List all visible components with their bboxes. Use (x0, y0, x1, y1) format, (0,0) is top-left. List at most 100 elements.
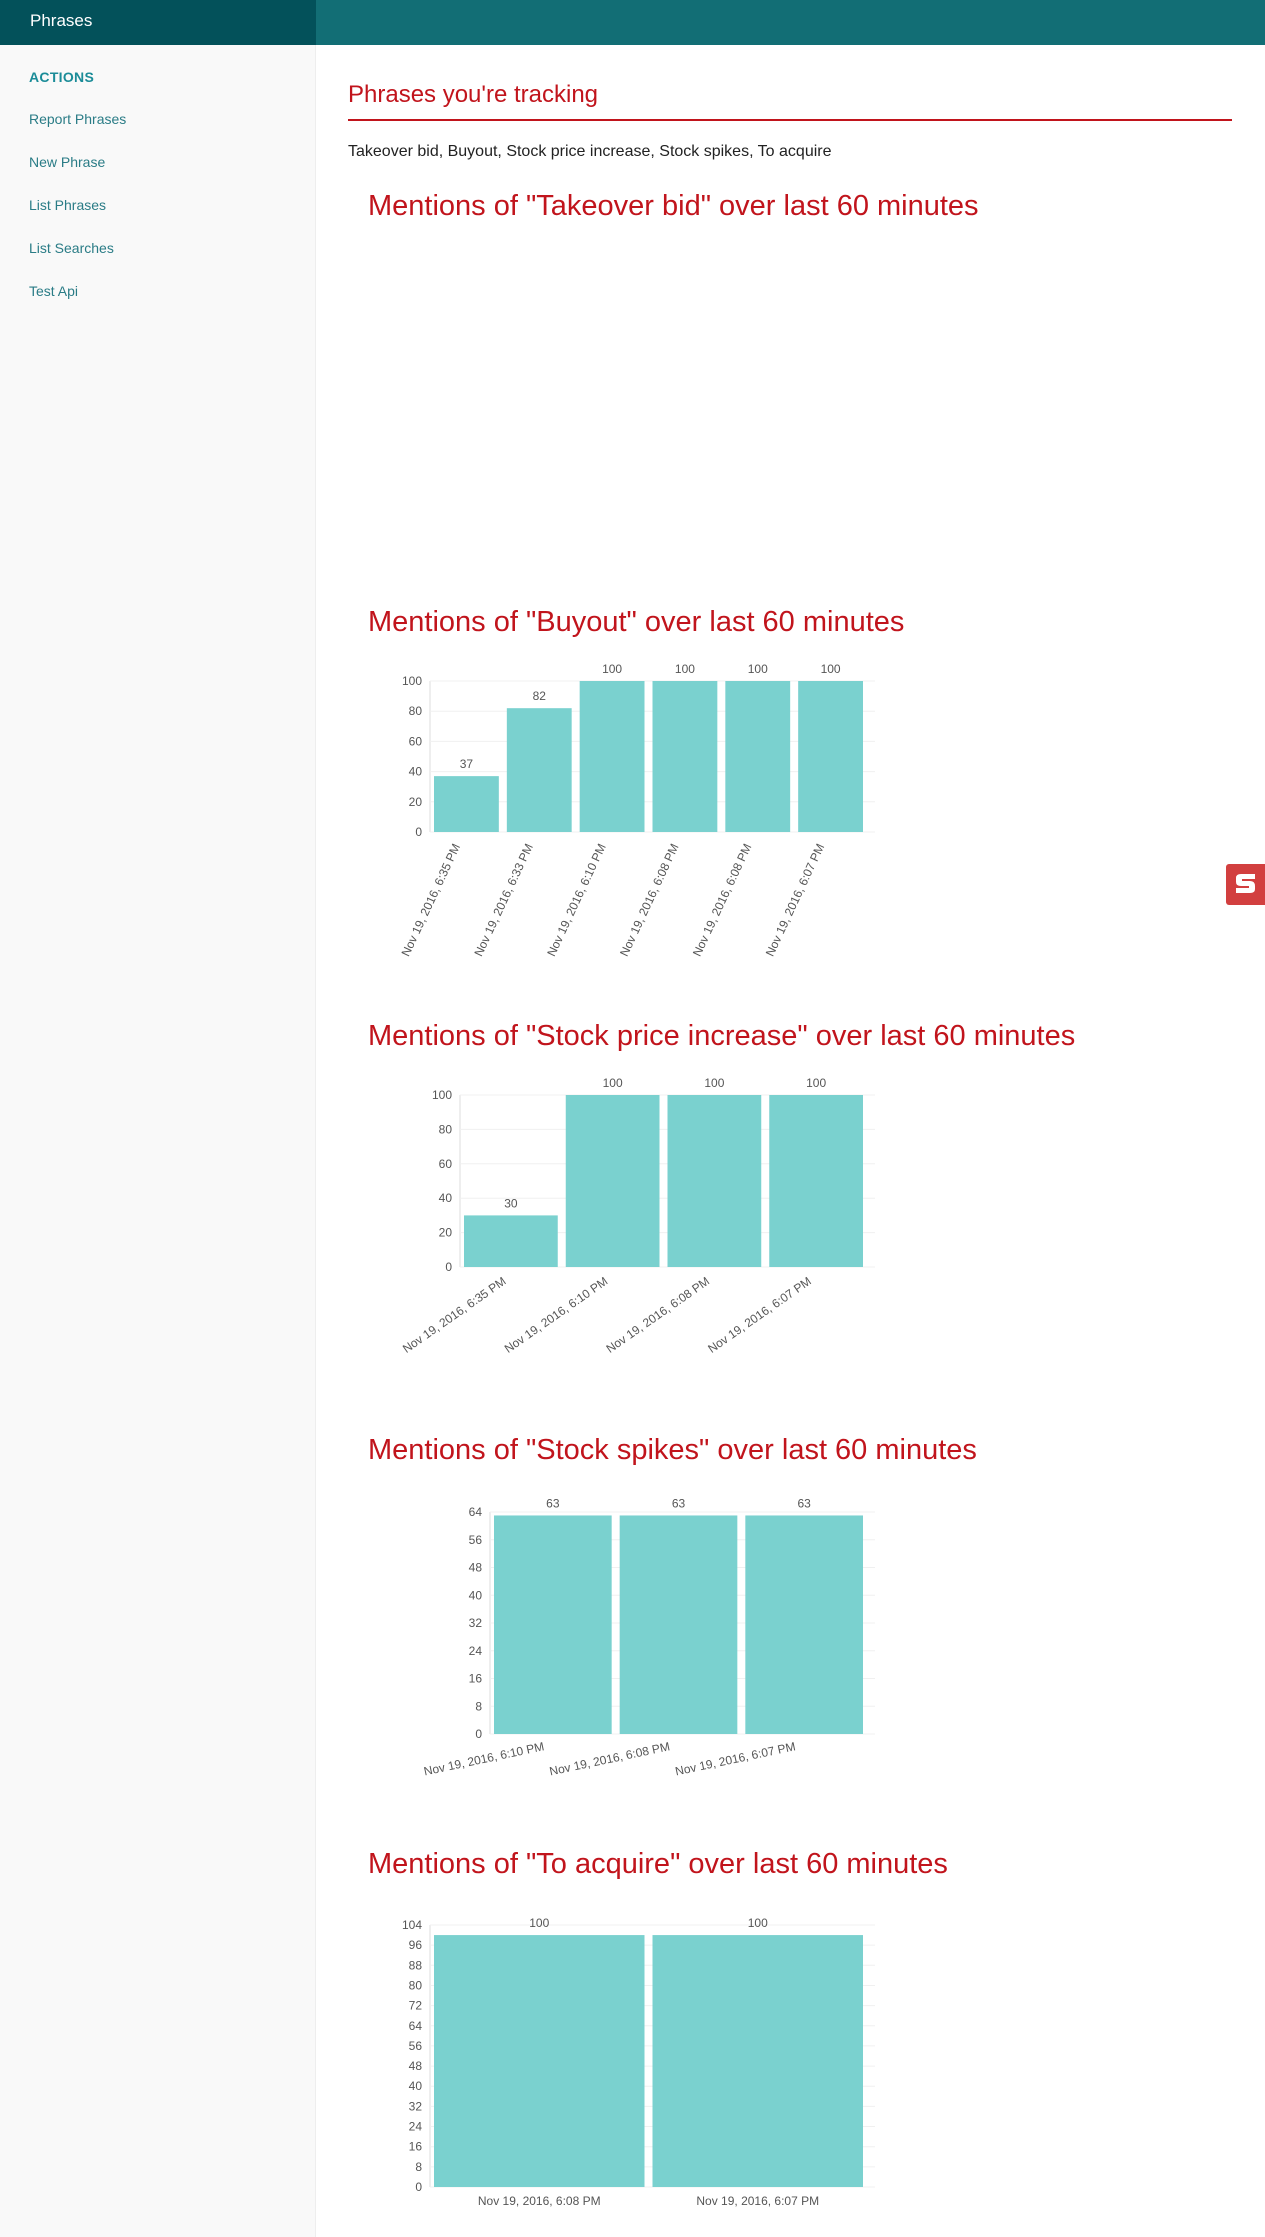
y-tick-label: 0 (445, 1260, 452, 1274)
bar-value-label: 100 (821, 662, 841, 676)
bar-value-label: 100 (603, 1076, 623, 1090)
bar (619, 1515, 738, 1734)
y-tick-label: 32 (409, 2099, 423, 2113)
main-content: Phrases you're tracking Takeover bid, Bu… (316, 45, 1265, 2237)
y-tick-label: 48 (469, 1561, 483, 1575)
bar-value-label: 100 (602, 662, 622, 676)
bar-value-label: 100 (529, 1916, 549, 1930)
x-tick-label: Nov 19, 2016, 6:07 PM (763, 841, 828, 958)
y-tick-label: 24 (469, 1644, 483, 1658)
bar (725, 681, 791, 832)
y-tick-label: 60 (439, 1157, 453, 1171)
x-tick-label: Nov 19, 2016, 6:10 PM (502, 1274, 611, 1356)
x-tick-label: Nov 19, 2016, 6:08 PM (548, 1739, 671, 1778)
y-tick-label: 0 (475, 1727, 482, 1741)
bar (506, 708, 572, 832)
x-tick-label: Nov 19, 2016, 6:08 PM (617, 841, 682, 958)
bar-value-label: 30 (504, 1196, 518, 1210)
chart-title: Mentions of "Takeover bid" over last 60 … (368, 190, 979, 222)
y-tick-label: 20 (409, 795, 423, 809)
chart-title: Mentions of "Buyout" over last 60 minute… (368, 606, 905, 638)
bar (769, 1095, 863, 1267)
y-tick-label: 96 (409, 1938, 423, 1952)
x-tick-label: Nov 19, 2016, 6:07 PM (674, 1739, 797, 1778)
x-tick-label: Nov 19, 2016, 6:33 PM (471, 841, 536, 958)
bar-value-label: 37 (460, 757, 474, 771)
bar (434, 776, 499, 832)
y-tick-label: 100 (432, 1088, 452, 1102)
sidebar: ACTIONS Report Phrases New Phrase List P… (0, 45, 316, 2237)
sidebar-item-list-phrases[interactable]: List Phrases (29, 197, 107, 213)
x-tick-label: Nov 19, 2016, 6:35 PM (399, 841, 464, 958)
y-tick-label: 72 (409, 1999, 423, 2013)
y-tick-label: 0 (415, 825, 422, 839)
bar (565, 1095, 660, 1267)
y-tick-label: 0 (415, 2180, 422, 2194)
x-tick-label: Nov 19, 2016, 6:07 PM (696, 2194, 819, 2208)
bar-value-label: 100 (748, 662, 768, 676)
chart-section-takeover-bid: Mentions of "Takeover bid" over last 60 … (368, 190, 1228, 223)
title-divider (348, 119, 1232, 121)
chart-title: Mentions of "To acquire" over last 60 mi… (368, 1848, 948, 1880)
bar-value-label: 100 (675, 662, 695, 676)
y-tick-label: 80 (409, 704, 423, 718)
bar (579, 681, 645, 832)
chart-section-stock-price-increase: Mentions of "Stock price increase" over … (368, 1020, 1228, 1053)
y-tick-label: 8 (475, 1699, 482, 1713)
y-tick-label: 56 (469, 1533, 483, 1547)
y-tick-label: 24 (409, 2120, 423, 2134)
y-tick-label: 64 (409, 2019, 423, 2033)
bar-value-label: 100 (748, 1916, 768, 1930)
bar (434, 1935, 645, 2187)
y-tick-label: 64 (469, 1505, 483, 1519)
y-tick-label: 16 (469, 1672, 483, 1686)
bar (494, 1515, 612, 1734)
y-tick-label: 40 (409, 765, 423, 779)
sidebar-item-report-phrases[interactable]: Report Phrases (29, 111, 127, 127)
bar-value-label: 100 (704, 1076, 724, 1090)
chart-title: Mentions of "Stock spikes" over last 60 … (368, 1434, 977, 1466)
chart-section-stock-spikes: Mentions of "Stock spikes" over last 60 … (368, 1434, 1228, 1467)
tracked-phrases-list: Takeover bid, Buyout, Stock price increa… (348, 143, 832, 160)
sidebar-item-test-api[interactable]: Test Api (29, 283, 79, 299)
chart-section-buyout: Mentions of "Buyout" over last 60 minute… (368, 606, 1228, 639)
y-tick-label: 8 (415, 2160, 422, 2174)
brand-link[interactable]: Phrases (30, 11, 93, 30)
y-tick-label: 32 (469, 1616, 483, 1630)
brand-area: Phrases (0, 0, 316, 45)
sidebar-item-new-phrase[interactable]: New Phrase (29, 154, 106, 170)
bar-value-label: 100 (806, 1076, 826, 1090)
bar (652, 681, 718, 832)
y-tick-label: 60 (409, 734, 423, 748)
bar-value-label: 82 (533, 689, 547, 703)
page-title: Phrases you're tracking (348, 81, 599, 108)
y-tick-label: 80 (409, 1978, 423, 1992)
chat-icon (1236, 874, 1255, 893)
top-navbar: Phrases (0, 0, 1265, 45)
x-tick-label: Nov 19, 2016, 6:10 PM (422, 1739, 545, 1778)
y-tick-label: 16 (409, 2140, 423, 2154)
bar (667, 1095, 762, 1267)
y-tick-label: 48 (409, 2059, 423, 2073)
bar (464, 1215, 558, 1267)
chart-title: Mentions of "Stock price increase" over … (368, 1020, 1076, 1052)
bar-value-label: 63 (797, 1496, 811, 1510)
bar (652, 1935, 863, 2187)
x-tick-label: Nov 19, 2016, 6:07 PM (705, 1274, 814, 1356)
bar-value-label: 63 (672, 1496, 686, 1510)
x-tick-label: Nov 19, 2016, 6:10 PM (544, 841, 609, 958)
sidebar-item-list-searches[interactable]: List Searches (29, 240, 114, 256)
y-tick-label: 20 (439, 1226, 453, 1240)
x-tick-label: Nov 19, 2016, 6:08 PM (604, 1274, 713, 1356)
sidebar-heading: ACTIONS (29, 69, 95, 85)
y-tick-label: 104 (402, 1918, 422, 1932)
x-tick-label: Nov 19, 2016, 6:35 PM (400, 1274, 509, 1356)
bar (798, 681, 863, 832)
feedback-widget-button[interactable] (1226, 864, 1265, 905)
bar (745, 1515, 863, 1734)
bar-value-label: 63 (546, 1496, 560, 1510)
x-tick-label: Nov 19, 2016, 6:08 PM (690, 841, 755, 958)
y-tick-label: 40 (469, 1588, 483, 1602)
chart-section-to-acquire: Mentions of "To acquire" over last 60 mi… (368, 1848, 1228, 1881)
